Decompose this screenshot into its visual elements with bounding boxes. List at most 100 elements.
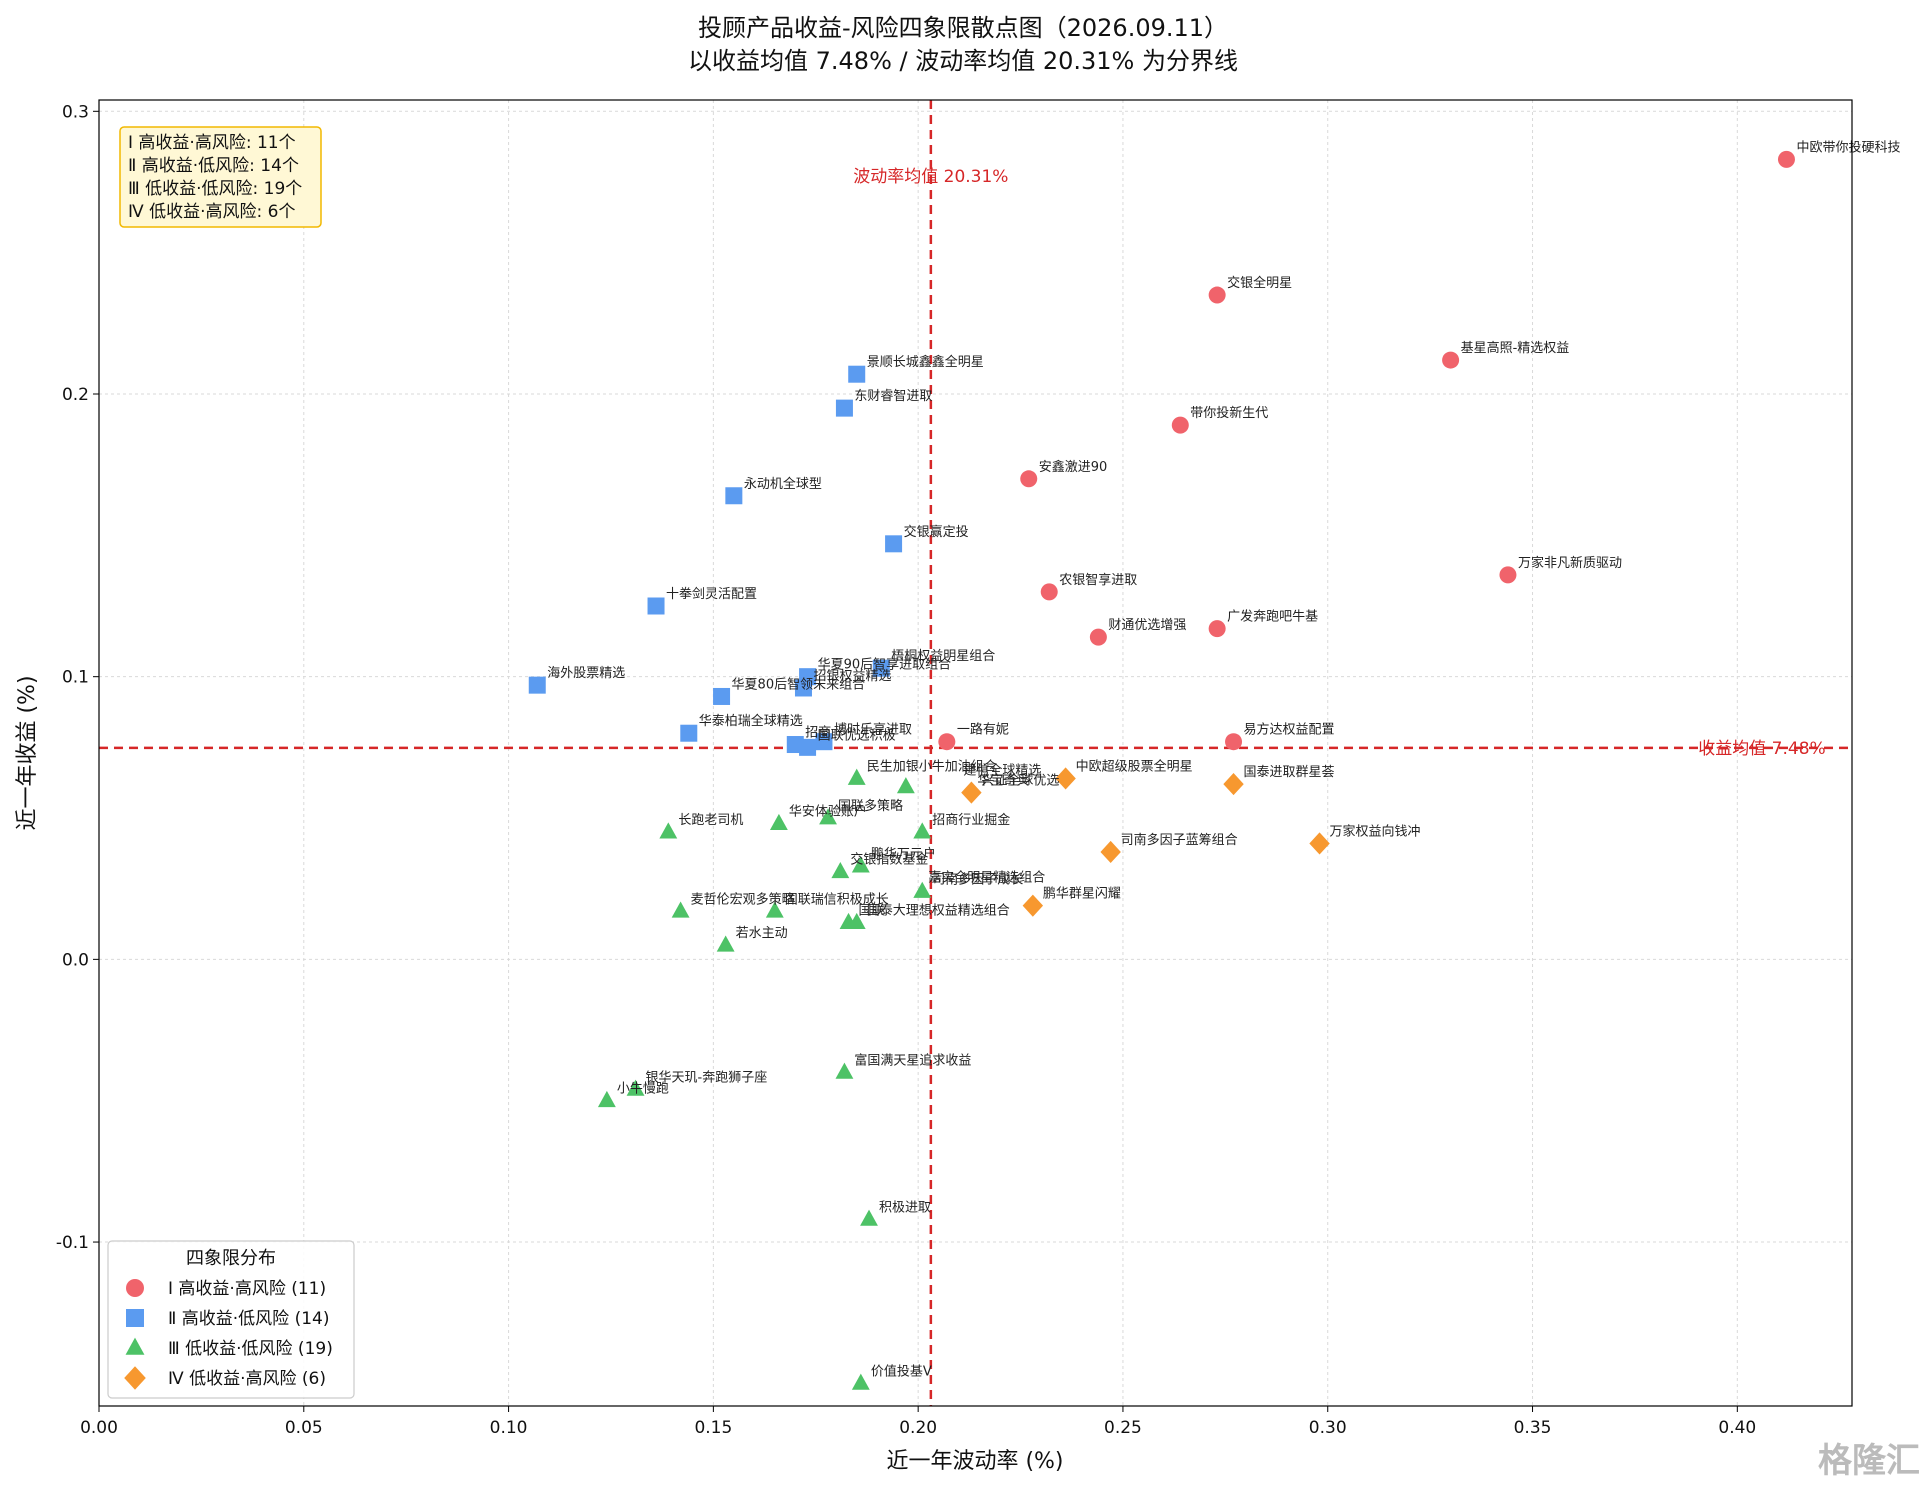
x-axis-label: 近一年波动率 (%)	[886, 1449, 1063, 1474]
data-point	[1089, 628, 1107, 646]
legend: 四象限分布 Ⅰ 高收益·高风险 (11) Ⅱ 高收益·低风险 (14) Ⅲ 低收益·…	[107, 1240, 355, 1399]
point-label: 国联多策略	[838, 798, 903, 814]
point-label: 财通优选增强	[1108, 618, 1186, 633]
point-label: 富国满天星追求收益	[854, 1052, 971, 1068]
axis-ticks: 0.00 0.05 0.10 0.15 0.20 0.25 0.30 0.35 0.40 -0.1…	[56, 102, 1756, 1438]
legend-label: Ⅰ 高收益·高风险 (11)	[168, 1279, 326, 1299]
chart-subtitle: 以收益均值 7.48% / 波动率均值 20.31% 为分界线	[688, 47, 1238, 75]
data-point	[851, 856, 870, 873]
x-tick-label: 0.25	[1104, 1418, 1142, 1438]
volatility-mean-label: 波动率均值 20.31%	[853, 167, 1008, 187]
data-point	[799, 738, 817, 756]
point-label: 永动机全球型	[744, 476, 822, 492]
data-point	[597, 1090, 616, 1108]
data-point	[1499, 566, 1517, 584]
point-label: 国泰大理想权益精选组合	[867, 903, 1010, 919]
data-point	[1208, 620, 1226, 638]
data-point	[938, 733, 956, 751]
legend-marker	[125, 1337, 145, 1355]
stats-line-1: Ⅰ 高收益·高风险: 11个	[128, 133, 296, 153]
point-label: 若水主动	[736, 925, 788, 941]
point-label: 麦哲伦宏观多策略	[691, 891, 795, 907]
point-label: 价值投基V	[871, 1363, 932, 1379]
x-tick-label: 0.20	[899, 1418, 937, 1438]
point-label: 易方达权益配置	[1244, 722, 1335, 738]
watermark: 格隆汇	[1818, 1441, 1920, 1481]
grid	[98, 100, 1852, 1406]
point-label: 招商行业掘金	[932, 812, 1010, 828]
x-tick-label: 0.30	[1309, 1418, 1347, 1438]
point-label: 华安体验账户	[789, 804, 867, 820]
data-point	[671, 901, 690, 918]
data-point	[794, 679, 812, 697]
point-label: 司南多因子成长	[932, 872, 1023, 888]
x-tick-label: 0.00	[80, 1418, 118, 1438]
data-point	[1055, 767, 1076, 790]
point-label: 基星高照-精选权益	[1461, 340, 1570, 356]
point-label: 广发奔跑吧牛基	[1227, 609, 1318, 625]
y-tick-label: 0.0	[62, 950, 89, 970]
data-point	[680, 724, 698, 742]
y-axis-label: 近一年收益 (%)	[15, 675, 40, 830]
x-tick-label: 0.40	[1718, 1418, 1756, 1438]
data-point	[716, 935, 735, 952]
data-point	[1020, 470, 1038, 488]
data-point	[815, 733, 833, 751]
data-point	[659, 822, 678, 839]
data-point	[1442, 351, 1460, 369]
data-point	[847, 768, 866, 785]
point-label: 兴证全球优选	[981, 773, 1059, 789]
plot-frame	[98, 99, 1853, 1407]
data-point	[835, 1062, 854, 1079]
data-point	[961, 781, 982, 804]
point-label: 东财睿智进取	[854, 389, 932, 404]
point-label: 积极进取	[879, 1200, 931, 1215]
point-label: 华夏90后智享进取组合	[818, 657, 952, 673]
point-label: 十拳剑灵活配置	[666, 586, 757, 602]
x-tick-label: 0.10	[490, 1418, 528, 1438]
legend-title: 四象限分布	[186, 1248, 276, 1269]
point-label: 国联	[859, 904, 885, 919]
point-label: 华泰柏瑞全球精选	[699, 713, 803, 729]
point-label: 招商	[805, 726, 831, 741]
point-label: 建信全球精选	[963, 763, 1041, 779]
point-label: 鹏华万元户	[871, 846, 936, 862]
data-point	[835, 399, 853, 417]
data-point	[713, 687, 731, 705]
point-label: 万家非凡新质驱动	[1518, 555, 1622, 571]
legend-label: Ⅳ 低收益·高风险 (6)	[168, 1369, 326, 1389]
point-label: 带你投新生代	[1190, 405, 1268, 421]
data-point	[860, 1209, 878, 1226]
data-point	[765, 901, 784, 918]
data-point	[872, 659, 890, 677]
y-tick-label: 0.3	[62, 102, 89, 122]
point-label: 博时乐享进取	[834, 722, 912, 738]
point-label: 海外股票精选	[547, 666, 625, 681]
point-label: 鹏华群星闪耀	[1043, 887, 1121, 902]
point-label: 交银赢定投	[904, 524, 969, 540]
stats-line-3: Ⅲ 低收益·低风险: 19个	[128, 179, 302, 199]
data-point	[1225, 733, 1243, 751]
data-point	[647, 597, 665, 615]
point-label: 中欧超级股票全明星	[1076, 758, 1193, 774]
legend-label: Ⅲ 低收益·低风险 (19)	[168, 1339, 333, 1359]
data-point	[1777, 150, 1795, 168]
quadrant-count-box: Ⅰ 高收益·高风险: 11个 Ⅱ 高收益·低风险: 14个 Ⅲ 低收益·低风险:…	[119, 126, 322, 228]
data-point	[626, 1079, 645, 1096]
point-label: 银华天玑-奔跑狮子座	[646, 1070, 768, 1085]
data-point	[528, 676, 546, 694]
data-point	[885, 535, 903, 553]
legend-marker	[124, 1366, 146, 1390]
point-label: 华夏80后智领未来组合	[732, 677, 866, 692]
mean-lines: 波动率均值 20.31% 收益均值 7.48%	[99, 100, 1852, 1406]
data-point	[1100, 840, 1121, 863]
data-point	[913, 881, 932, 898]
stats-line-2: Ⅱ 高收益·低风险: 14个	[128, 156, 299, 176]
data-point	[1040, 583, 1058, 601]
point-label: 一路有妮	[957, 722, 1009, 738]
point-label: 长跑老司机	[678, 813, 743, 828]
point-label: 国泰进取群星荟	[1244, 765, 1335, 780]
data-point	[831, 861, 850, 879]
